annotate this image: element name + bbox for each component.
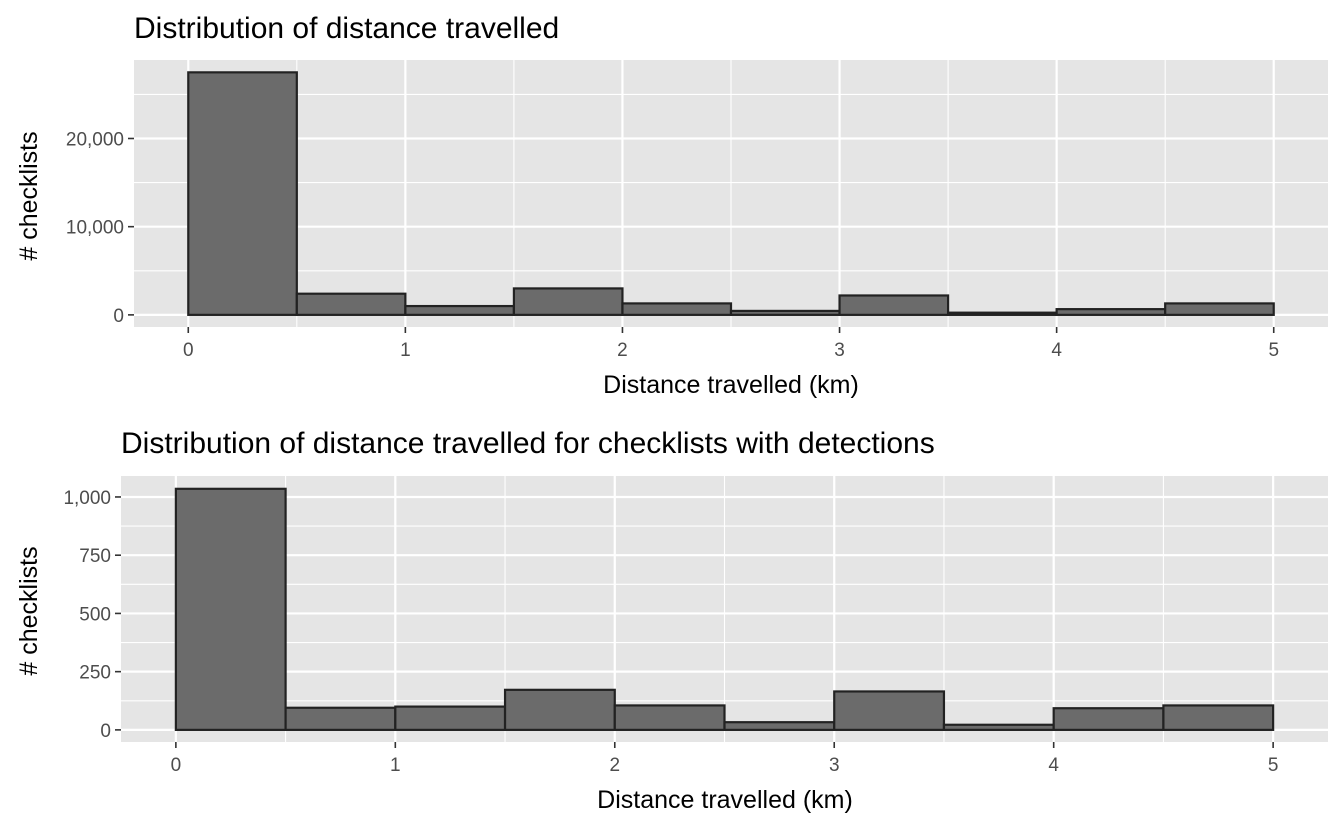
histogram-bar	[503, 688, 616, 731]
histogram-bar	[723, 721, 836, 731]
histogram-bar	[1162, 704, 1275, 731]
x-tick-label: 0	[171, 755, 182, 776]
axes: 0 1 2 3 4 5 0 10,000 20,000	[66, 129, 1279, 361]
histogram-bar	[621, 302, 733, 316]
histogram-bar	[284, 706, 397, 731]
x-tick-label: 4	[1051, 340, 1062, 361]
y-tick-label: 250	[79, 663, 111, 684]
x-tick-label: 5	[1268, 755, 1279, 776]
x-tick-label: 3	[834, 340, 845, 361]
y-tick-label: 750	[79, 546, 111, 567]
bars	[174, 487, 1275, 731]
x-tick-label: 2	[617, 340, 628, 361]
x-axis-title: Distance travelled (km)	[597, 786, 853, 814]
chart-title: Distribution of distance travelled	[134, 12, 559, 45]
histogram-bar	[187, 71, 298, 316]
x-tick-label: 1	[400, 340, 411, 361]
x-tick-label: 0	[183, 340, 194, 361]
distance-histogram: Distribution of distance travelled 0 1 2 3 4…	[15, 12, 1328, 399]
detections-distance-histogram: Distribution of distance travelled for c…	[15, 427, 1328, 814]
x-tick-label: 5	[1268, 340, 1279, 361]
histogram-bar	[512, 287, 624, 316]
y-tick-label: 1,000	[63, 488, 111, 509]
histogram-bar	[838, 294, 950, 316]
x-tick-label: 2	[609, 755, 620, 776]
axes: 0 1 2 3 4 5 0 250 500 750 1,000	[63, 488, 1278, 776]
histogram-bar	[946, 311, 1058, 316]
bars	[187, 71, 1275, 316]
histogram-bar	[942, 723, 1055, 731]
y-axis-title: # checklists	[15, 546, 43, 675]
histogram-bar	[833, 690, 946, 731]
histogram-bar	[394, 705, 507, 731]
x-axis-title: Distance travelled (km)	[603, 371, 859, 399]
histogram-bar	[1164, 302, 1275, 316]
y-tick-label: 0	[113, 306, 124, 327]
histogram-bar	[404, 304, 516, 316]
y-axis-title: # checklists	[15, 131, 43, 260]
y-tick-label: 0	[100, 721, 111, 742]
y-tick-label: 20,000	[66, 129, 124, 150]
histogram-bar	[174, 487, 287, 731]
y-tick-label: 500	[79, 604, 111, 625]
histogram-bar	[613, 704, 726, 731]
x-tick-label: 1	[390, 755, 401, 776]
histogram-bar	[295, 292, 407, 316]
chart-title: Distribution of distance travelled for c…	[121, 427, 935, 460]
histogram-bar	[1052, 707, 1165, 731]
y-tick-label: 10,000	[66, 218, 124, 239]
x-tick-label: 3	[829, 755, 840, 776]
histogram-bar	[729, 309, 841, 316]
x-tick-label: 4	[1048, 755, 1059, 776]
histogram-bar	[1055, 308, 1167, 316]
